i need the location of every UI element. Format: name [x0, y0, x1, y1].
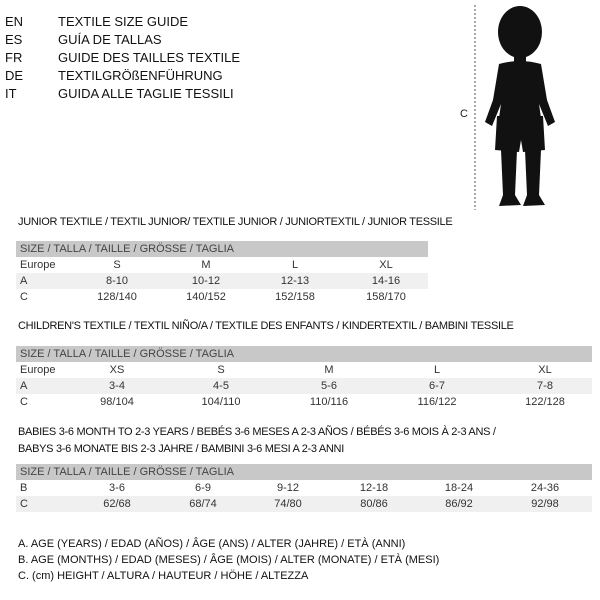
child-silhouette-icon [485, 6, 555, 206]
table-cell: 6-9 [195, 482, 211, 494]
babies-size-table: SIZE / TALLA / TAILLE / GRÖSSE / TAGLIA B… [16, 464, 592, 512]
table-cell: L [433, 364, 441, 376]
table-cell: L [291, 259, 299, 271]
table-cell: 3-4 [109, 380, 125, 392]
language-code: DE [5, 68, 24, 83]
table-cell: 152/158 [275, 291, 315, 303]
table-row: A 8-10 10-12 12-13 14-16 [16, 273, 428, 289]
legend-a: A. AGE (YEARS) / EDAD (AÑOS) / ÂGE (ANS)… [18, 538, 406, 550]
table-cell: 104/110 [201, 396, 241, 408]
children-section-title: CHILDREN'S TEXTILE / TEXTIL NIÑO/A / TEX… [18, 320, 514, 332]
table-cell: 24-36 [530, 482, 560, 494]
table-row: A 3-4 4-5 5-6 6-7 7-8 [16, 378, 592, 394]
legend-c: C. (cm) HEIGHT / ALTURA / HAUTEUR / HÖHE… [18, 570, 309, 582]
table-cell: 68/74 [189, 498, 217, 510]
table-cell: XL [538, 364, 552, 376]
table-cell: 4-5 [213, 380, 229, 392]
table-cell: S [217, 364, 225, 376]
language-guide-title: GUIDE DES TAILLES TEXTILE [58, 50, 241, 65]
babies-section-title-line1: BABIES 3-6 MONTH TO 2-3 YEARS / BEBÉS 3-… [18, 426, 496, 438]
table-cell: 158/170 [366, 291, 406, 303]
table-row: C 128/140 140/152 152/158 158/170 [16, 289, 428, 305]
table-cell: 12-18 [359, 482, 389, 494]
language-code: FR [5, 50, 23, 65]
table-cell: 3-6 [109, 482, 125, 494]
table-cell: 80/86 [360, 498, 388, 510]
junior-section-title: JUNIOR TEXTILE / TEXTIL JUNIOR/ TEXTILE … [18, 216, 453, 228]
children-size-table: SIZE / TALLA / TAILLE / GRÖSSE / TAGLIA E… [16, 346, 592, 410]
table-cell: S [113, 259, 121, 271]
table-cell: 86/92 [445, 498, 473, 510]
table-cell: 98/104 [100, 396, 134, 408]
size-header-row: SIZE / TALLA / TAILLE / GRÖSSE / TAGLIA [16, 346, 592, 362]
table-cell: 62/68 [103, 498, 131, 510]
legend-b: B. AGE (MONTHS) / EDAD (MESES) / ÂGE (MO… [18, 554, 440, 566]
table-cell: 7-8 [537, 380, 553, 392]
row-label: C [20, 498, 28, 510]
table-cell: M [201, 259, 211, 271]
language-code: ES [5, 32, 23, 47]
table-cell: 12-13 [280, 275, 310, 287]
table-cell: 74/80 [274, 498, 302, 510]
table-cell: XS [109, 364, 125, 376]
table-row: Europe S M L XL [16, 257, 428, 273]
table-row: C 98/104 104/110 110/116 116/122 122/128 [16, 394, 592, 410]
table-cell: 10-12 [191, 275, 221, 287]
size-header-row: SIZE / TALLA / TAILLE / GRÖSSE / TAGLIA [16, 464, 592, 480]
height-measure-label: C [460, 108, 468, 120]
row-label: Europe [20, 364, 56, 376]
language-guide-title: GUÍA DE TALLAS [58, 32, 162, 47]
table-cell: 18-24 [444, 482, 474, 494]
row-label: C [20, 291, 28, 303]
row-label: B [20, 482, 28, 494]
language-code: EN [5, 14, 24, 29]
table-cell: 92/98 [531, 498, 559, 510]
table-cell: 110/116 [309, 396, 349, 408]
table-cell: XL [379, 259, 393, 271]
table-cell: 6-7 [429, 380, 445, 392]
table-cell: 128/140 [97, 291, 137, 303]
row-label: Europe [20, 259, 56, 271]
junior-size-table: SIZE / TALLA / TAILLE / GRÖSSE / TAGLIA E… [16, 241, 428, 305]
table-cell: 8-10 [105, 275, 129, 287]
language-code: IT [5, 86, 17, 101]
table-row: B 3-6 6-9 9-12 12-18 18-24 24-36 [16, 480, 592, 496]
table-cell: 14-16 [371, 275, 401, 287]
table-row: Europe XS S M L XL [16, 362, 592, 378]
table-cell: 5-6 [321, 380, 337, 392]
language-guide-title: TEXTILE SIZE GUIDE [58, 14, 189, 29]
child-silhouette-figure [474, 5, 555, 210]
language-guide-title: TEXTILGRÖßENFÜHRUNG [58, 68, 223, 83]
table-cell: 140/152 [186, 291, 226, 303]
row-label: C [20, 396, 28, 408]
table-cell: M [324, 364, 334, 376]
size-header-row: SIZE / TALLA / TAILLE / GRÖSSE / TAGLIA [16, 241, 428, 257]
table-row: C 62/68 68/74 74/80 80/86 86/92 92/98 [16, 496, 592, 512]
table-cell: 122/128 [525, 396, 565, 408]
babies-section-title-line2: BABYS 3-6 MONATE BIS 2-3 JAHRE / BAMBINI… [18, 443, 344, 455]
table-cell: 116/122 [417, 396, 457, 408]
table-cell: 9-12 [276, 482, 300, 494]
language-guide-title: GUIDA ALLE TAGLIE TESSILI [58, 86, 234, 101]
row-label: A [20, 275, 28, 287]
row-label: A [20, 380, 28, 392]
